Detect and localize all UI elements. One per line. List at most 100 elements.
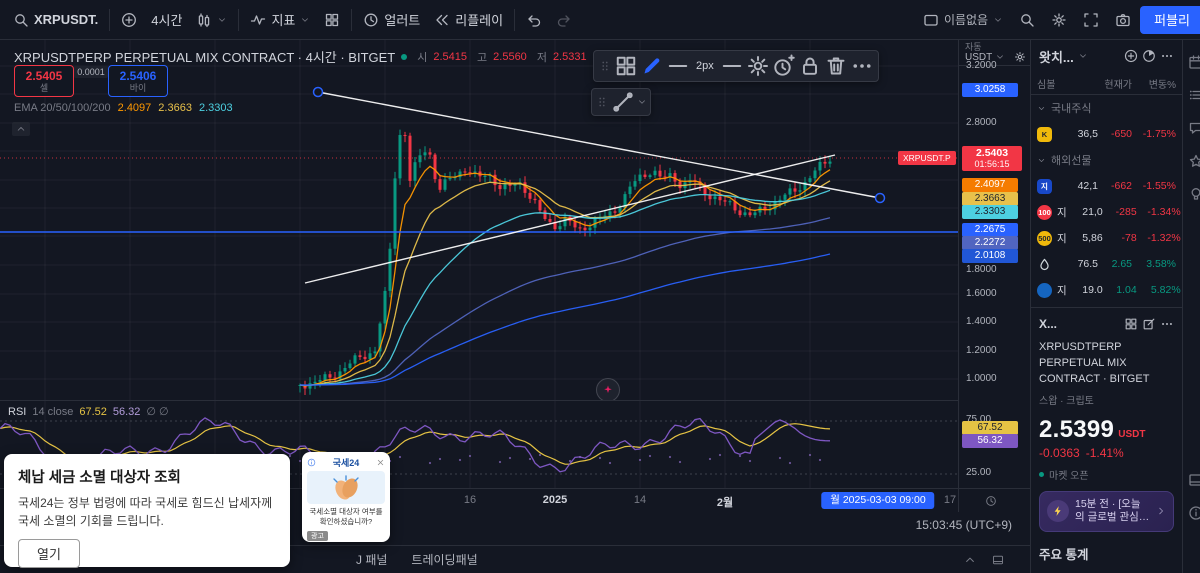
ad-text: 국세소멸 대상자 여부를 확인하셨습니까? [309, 507, 383, 527]
template-icon[interactable] [614, 54, 638, 78]
add-symbol-icon[interactable] [1124, 49, 1138, 63]
rsi-value-1: 67.52 [79, 405, 107, 418]
symbol-change: -0.0363 -1.41% [1039, 446, 1174, 460]
price-axis[interactable]: 자동 USDT 3.20002.80002.60001.80001.60001.… [958, 40, 1030, 488]
interval-button[interactable]: 4시간 [144, 6, 189, 34]
calendar-icon[interactable] [1188, 54, 1200, 70]
ema-legend[interactable]: EMA 20/50/100/200 2.4097 2.3663 2.3303 [14, 102, 233, 114]
watchlist-row[interactable]: 500 지 5,86 -78 -1.32% [1037, 230, 1181, 246]
chat-icon[interactable] [1188, 120, 1200, 136]
settings-button[interactable] [1044, 6, 1074, 34]
indicators-button[interactable]: 지표 [243, 6, 317, 34]
symbol-short-name[interactable]: X... [1039, 317, 1058, 331]
watchlist-row[interactable]: 100 지 21,0 -285 -1.34% [1037, 204, 1181, 220]
more-options-icon[interactable] [850, 54, 874, 78]
watchlist-row[interactable]: 76.5 2.65 3.58% [1031, 251, 1182, 277]
magic-ai-button[interactable] [596, 378, 620, 400]
trend-line-tool-icon[interactable] [611, 90, 635, 114]
redo-button[interactable] [549, 6, 579, 34]
top-toolbar: XRPUSDT. 4시간 지표 얼러트 리플레이 [0, 0, 1200, 40]
watchlist-header: 왓치... [1031, 40, 1182, 72]
line-style-icon[interactable] [720, 54, 744, 78]
pencil-icon[interactable] [640, 54, 664, 78]
watchlist-menu-icon[interactable] [1160, 49, 1174, 63]
hidden-study-icons[interactable]: ∅ ∅ [146, 406, 169, 418]
candlestick-chart[interactable] [0, 40, 958, 400]
tab-trading-panel[interactable]: 트레이딩패널 [411, 553, 478, 567]
publish-button[interactable]: 퍼블리 [1140, 5, 1200, 34]
quick-search-button[interactable] [1012, 6, 1042, 34]
popup-open-button[interactable]: 열기 [18, 539, 80, 568]
panel-icon[interactable] [1188, 472, 1200, 488]
alert-button[interactable]: 얼러트 [356, 6, 427, 34]
watchlist-columns: 심볼 현재가 변동% [1031, 72, 1182, 95]
line-color-icon[interactable] [666, 54, 690, 78]
symbol-icon: 지 [1037, 178, 1052, 194]
price-chart[interactable]: XRPUSDTPERP PERPETUAL MIX CONTRACT · 4시간… [0, 40, 958, 400]
drag-handle-icon[interactable] [595, 90, 609, 114]
chevron-down-icon [993, 15, 1003, 25]
chart-type-button[interactable] [189, 6, 234, 34]
expand-panel-icon[interactable] [964, 554, 976, 566]
time-axis-settings[interactable] [958, 488, 1030, 512]
snapshot-button[interactable] [1108, 6, 1138, 34]
tab-panel-1[interactable]: J 패널 [356, 553, 388, 567]
line-tool-favorites [591, 88, 651, 116]
watchlist-row[interactable]: K 36,5 -650 -1.75% [1031, 121, 1182, 147]
compose-icon[interactable] [1142, 317, 1156, 331]
delete-icon[interactable] [824, 54, 848, 78]
symbol-icon: 500 [1037, 230, 1052, 246]
ad-close-icon[interactable] [376, 458, 385, 467]
symbol-search-button[interactable]: XRPUSDT. [6, 6, 105, 34]
chart-title[interactable]: XRPUSDTPERP PERPETUAL MIX CONTRACT · 4시간… [14, 50, 396, 65]
indicator-templates-button[interactable] [317, 6, 347, 34]
market-status: 마켓 오픈 [1039, 467, 1174, 482]
chevron-down-icon[interactable] [637, 97, 647, 107]
drawing-settings-icon[interactable] [746, 54, 770, 78]
line-width-button[interactable]: 2px [696, 60, 714, 72]
undo-button[interactable] [519, 6, 549, 34]
watchlist-section[interactable]: 해외선물 [1031, 147, 1182, 173]
rsi-pane[interactable]: RSI 14 close 67.52 56.32 ∅ ∅ [0, 400, 958, 489]
toolbar-divider [351, 8, 353, 31]
chevron-down-icon[interactable] [995, 52, 1005, 62]
symbol-full-name[interactable]: XRPUSDTPERP PERPETUAL MIX CONTRACT · BIT… [1039, 341, 1150, 385]
layout-button[interactable]: 이름없음 [916, 6, 1010, 34]
drag-handle-icon[interactable] [598, 54, 612, 78]
rsi-legend[interactable]: RSI 14 close 67.52 56.32 ∅ ∅ [8, 405, 169, 419]
watchlist-row[interactable]: 지 42,1 -662 -1.55% [1031, 173, 1182, 199]
date-marker-badge[interactable]: 월 2025-03-03 09:00 [821, 492, 935, 509]
time-axis[interactable]: 월162025142월17 월 2025-03-03 09:00 [0, 488, 958, 513]
fullscreen-button[interactable] [1076, 6, 1106, 34]
sell-button[interactable]: 2.5405 셀 [14, 65, 74, 97]
pane-collapse-button[interactable] [12, 122, 30, 136]
auto-scale-label[interactable]: 자동 [965, 42, 982, 52]
ad-info-icon[interactable] [307, 458, 316, 467]
detail-grid-icon[interactable] [1124, 317, 1138, 331]
watchlist-section[interactable]: 국내주식 [1031, 95, 1182, 121]
star-icon[interactable] [1188, 153, 1200, 169]
detail-menu-icon[interactable] [1160, 317, 1174, 331]
axis-currency-label[interactable]: USDT [965, 51, 993, 63]
replay-button[interactable]: 리플레이 [427, 6, 510, 34]
buy-button[interactable]: 2.5406 바이 [108, 65, 168, 97]
help-icon[interactable] [1188, 505, 1200, 521]
camera-icon [1115, 12, 1131, 28]
current-time[interactable]: 15:03:45 (UTC+9) [915, 518, 1012, 532]
symbol-icon [1037, 282, 1052, 298]
watchlist-title[interactable]: 왓치... [1039, 49, 1074, 65]
ideas-icon[interactable] [1188, 186, 1200, 202]
chevron-down-icon[interactable] [1078, 51, 1088, 61]
axis-settings-icon[interactable] [1014, 51, 1026, 63]
indicators-icon [250, 12, 266, 28]
news-banner[interactable]: 15분 전 · [오늘의 글로벌 관심 코인] [1039, 490, 1174, 533]
list-icon[interactable] [1188, 87, 1200, 103]
add-alert-icon[interactable] [772, 54, 796, 78]
compare-add-button[interactable] [114, 6, 144, 34]
ad-image[interactable] [307, 471, 385, 504]
watchlist-row[interactable]: 지 19.0 1.04 5.82% [1031, 277, 1182, 303]
sector-icon[interactable] [1142, 49, 1156, 63]
lock-icon[interactable] [798, 54, 822, 78]
panel-icon[interactable] [992, 554, 1004, 566]
column-last-price: 현재가 [1104, 79, 1132, 91]
